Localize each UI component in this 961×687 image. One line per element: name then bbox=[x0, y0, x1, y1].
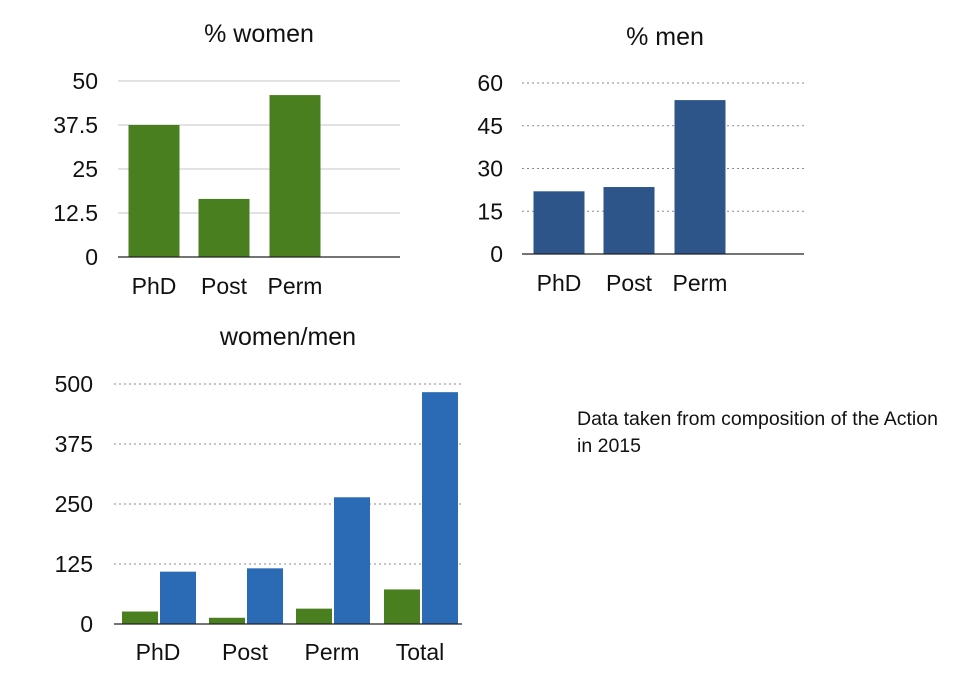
chart-2-y-tick-label: 15 bbox=[477, 198, 503, 224]
chart-1-y-tick-label: 0 bbox=[85, 244, 98, 270]
chart-3-bar bbox=[209, 617, 245, 624]
chart-1-x-tick-label: Post bbox=[201, 273, 248, 299]
chart-3-x-tick-label: Post bbox=[222, 639, 269, 665]
chart-2-y-tick-label: 0 bbox=[490, 241, 503, 267]
data-source-note: Data taken from composition of the Actio… bbox=[577, 408, 938, 457]
chart-3-bar bbox=[422, 392, 458, 624]
chart-3-y-tick-label: 375 bbox=[55, 431, 93, 457]
chart-3-x-tick-label: Perm bbox=[305, 639, 360, 665]
chart-1-x-tick-label: PhD bbox=[132, 273, 177, 299]
chart-2-x-tick-label: Perm bbox=[673, 270, 728, 296]
chart-1-bar bbox=[128, 125, 180, 257]
chart-2-bar bbox=[674, 100, 726, 254]
chart-2-y-tick-label: 30 bbox=[477, 156, 503, 182]
chart-3-y-tick-label: 500 bbox=[55, 371, 93, 397]
chart-3-bar bbox=[384, 589, 420, 624]
chart-3-y-tick-label: 250 bbox=[55, 491, 93, 517]
chart-2-y-tick-label: 60 bbox=[477, 70, 503, 96]
chart-3-x-tick-label: PhD bbox=[136, 639, 181, 665]
chart-1-y-tick-label: 12.5 bbox=[53, 200, 98, 226]
chart-1-bar bbox=[269, 95, 321, 257]
chart-3-title: women/men bbox=[219, 323, 356, 351]
chart-3-x-tick-label: Total bbox=[396, 639, 445, 665]
chart-1-y-tick-label: 37.5 bbox=[53, 112, 98, 138]
chart-3-y-tick-label: 125 bbox=[55, 551, 93, 577]
chart-2-x-tick-label: Post bbox=[606, 270, 653, 296]
chart-3-bar bbox=[247, 568, 283, 624]
chart-1-title: % women bbox=[204, 20, 314, 48]
chart-2-title: % men bbox=[626, 23, 704, 51]
chart-2-bar bbox=[533, 191, 585, 254]
chart-2-y-tick-label: 45 bbox=[477, 113, 503, 139]
chart-2-bar bbox=[603, 187, 655, 254]
chart-1-y-tick-label: 25 bbox=[72, 156, 98, 182]
chart-3-bar bbox=[122, 611, 158, 624]
chart-3-bar bbox=[160, 571, 196, 624]
chart-1-x-tick-label: Perm bbox=[268, 273, 323, 299]
chart-2-x-tick-label: PhD bbox=[537, 270, 582, 296]
chart-1-y-tick-label: 50 bbox=[72, 68, 98, 94]
chart-3-bar bbox=[296, 608, 332, 624]
chart-3-bar bbox=[334, 497, 370, 624]
chart-1-bar bbox=[198, 198, 250, 257]
chart-3-y-tick-label: 0 bbox=[80, 611, 93, 637]
